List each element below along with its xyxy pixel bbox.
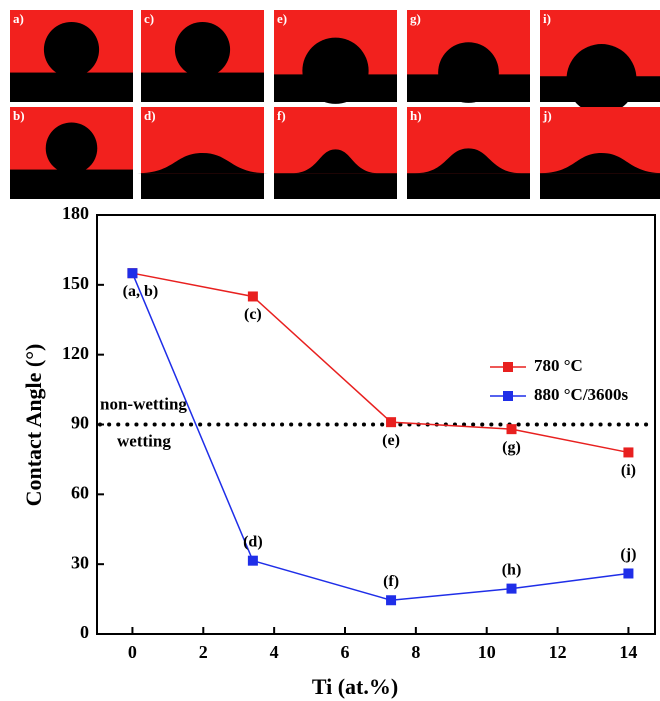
x-tick-label: 4	[270, 642, 279, 662]
droplet	[302, 37, 369, 104]
droplet	[43, 21, 100, 78]
image-panel: c)	[141, 10, 264, 102]
data-point	[506, 583, 517, 594]
panel-label: c)	[144, 11, 154, 26]
y-tick-label: 90	[71, 413, 89, 433]
substrate	[540, 173, 660, 199]
substrate	[141, 173, 264, 199]
substrate	[274, 173, 397, 199]
legend-label: 880 °C/3600s	[534, 385, 629, 404]
x-tick-label: 8	[411, 642, 420, 662]
y-tick-label: 60	[71, 482, 89, 502]
data-point	[127, 268, 138, 279]
image-panel: j)	[539, 107, 660, 199]
panel-label: d)	[144, 108, 156, 123]
point-label: (g)	[502, 439, 521, 456]
data-point	[386, 417, 397, 428]
y-tick-label: 0	[80, 622, 89, 642]
image-panel: d)	[137, 107, 268, 199]
substrate	[407, 173, 530, 199]
point-label: (i)	[621, 462, 636, 479]
x-tick-label: 14	[619, 642, 637, 662]
data-point	[623, 568, 634, 579]
substrate	[10, 72, 133, 102]
data-point	[247, 555, 258, 566]
point-label: (e)	[382, 432, 400, 449]
panel-label: b)	[13, 108, 25, 123]
point-label: (h)	[502, 561, 522, 578]
point-label: (j)	[620, 546, 636, 563]
legend-marker	[503, 391, 513, 401]
y-tick-label: 180	[62, 203, 89, 223]
y-axis-label: Contact Angle (°)	[21, 344, 46, 507]
image-panel: f)	[274, 107, 397, 199]
y-tick-label: 30	[71, 552, 89, 572]
droplet	[45, 122, 98, 174]
point-label: (f)	[383, 573, 399, 590]
y-tick-label: 120	[62, 343, 89, 363]
image-panel: i)	[540, 10, 660, 114]
panel-label: i)	[543, 11, 551, 26]
x-tick-label: 6	[341, 642, 350, 662]
legend-label: 780 °C	[534, 356, 583, 375]
image-panel: b)	[10, 107, 133, 199]
droplet	[438, 42, 499, 103]
droplet	[174, 21, 231, 78]
point-label: (c)	[244, 306, 262, 323]
panel-label: e)	[277, 11, 287, 26]
x-axis-label: Ti (at.%)	[312, 674, 398, 699]
substrate	[10, 169, 133, 199]
panel-label: g)	[410, 11, 421, 26]
panel-label: f)	[277, 108, 286, 123]
droplet	[291, 149, 380, 174]
data-point	[623, 447, 634, 458]
image-panel: e)	[274, 10, 397, 104]
data-point	[506, 424, 517, 435]
image-panel: a)	[10, 10, 133, 102]
image-panel: g)	[407, 10, 530, 103]
x-tick-label: 12	[549, 642, 567, 662]
series-line	[131, 272, 629, 602]
substrate	[141, 72, 264, 102]
panel-label: j)	[542, 108, 552, 123]
data-point	[247, 291, 258, 302]
data-point	[386, 595, 397, 606]
image-panel: h)	[407, 107, 530, 199]
droplet	[137, 153, 268, 174]
threshold-label: non-wetting	[100, 394, 187, 413]
panel-label: a)	[13, 11, 24, 26]
threshold-label: wetting	[117, 431, 171, 450]
legend-marker	[503, 362, 513, 372]
x-tick-label: 2	[199, 642, 208, 662]
panel-label: h)	[410, 108, 422, 123]
x-tick-label: 0	[128, 642, 137, 662]
y-tick-label: 150	[62, 273, 89, 293]
point-label: (d)	[243, 533, 263, 550]
droplet	[539, 153, 660, 174]
droplet	[415, 148, 522, 174]
droplet	[566, 44, 637, 114]
x-tick-label: 10	[478, 642, 496, 662]
